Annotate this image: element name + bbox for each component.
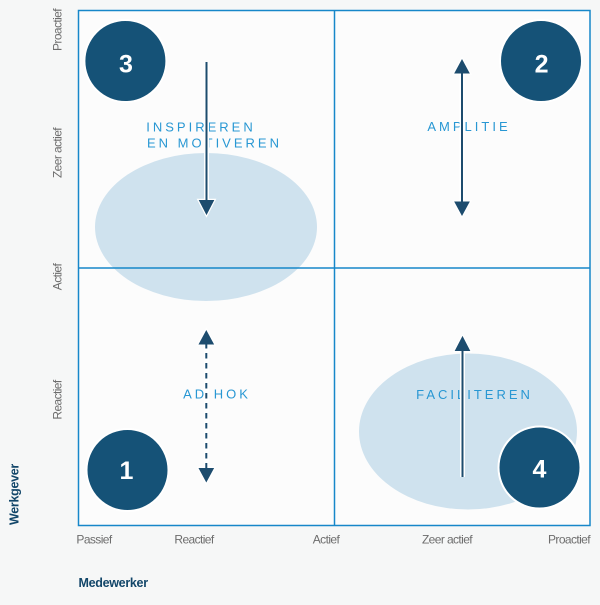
- svg-text:FACILITEREN: FACILITEREN: [416, 387, 533, 402]
- svg-text:Proactief: Proactief: [51, 8, 65, 51]
- svg-text:Actief: Actief: [51, 263, 65, 291]
- svg-text:4: 4: [533, 456, 547, 484]
- svg-text:Proactief: Proactief: [548, 533, 591, 547]
- svg-text:Reactief: Reactief: [174, 533, 214, 547]
- svg-text:Actief: Actief: [313, 533, 341, 547]
- svg-text:Werkgever: Werkgever: [8, 464, 22, 525]
- svg-text:2: 2: [535, 50, 549, 78]
- svg-text:Passief: Passief: [76, 533, 112, 547]
- svg-text:Medewerker: Medewerker: [79, 576, 149, 590]
- svg-text:AMPLITIE: AMPLITIE: [427, 119, 510, 134]
- svg-text:AD HOK: AD HOK: [183, 387, 251, 402]
- svg-text:INSPIREREN: INSPIREREN: [146, 120, 255, 135]
- svg-text:Reactief: Reactief: [51, 379, 65, 419]
- svg-text:Zeer actief: Zeer actief: [422, 533, 473, 547]
- svg-text:3: 3: [119, 50, 133, 78]
- svg-text:EN MOTIVEREN: EN MOTIVEREN: [147, 136, 282, 151]
- svg-text:1: 1: [120, 457, 134, 485]
- svg-text:Zeer actief: Zeer actief: [51, 127, 65, 178]
